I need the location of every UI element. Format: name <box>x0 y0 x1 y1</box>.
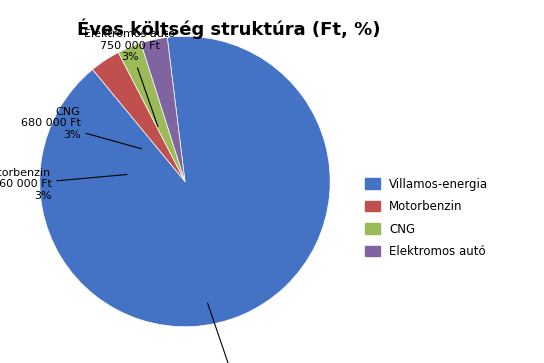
Wedge shape <box>119 43 185 182</box>
Wedge shape <box>92 53 185 181</box>
Wedge shape <box>141 37 185 182</box>
Text: CNG
680 000 Ft
3%: CNG 680 000 Ft 3% <box>21 107 141 149</box>
Wedge shape <box>40 36 330 327</box>
Text: Elektromos autó
750 000 Ft
3%: Elektromos autó 750 000 Ft 3% <box>84 29 175 127</box>
Text: Motorbenzin
860 000 Ft
3%: Motorbenzin 860 000 Ft 3% <box>0 168 127 201</box>
Text: Éves költség struktúra (Ft, %): Éves költség struktúra (Ft, %) <box>77 18 380 38</box>
Legend: Villamos-energia, Motorbenzin, CNG, Elektromos autó: Villamos-energia, Motorbenzin, CNG, Elek… <box>360 172 494 264</box>
Text: Villamos-energia
23 075 988 Ft
91%: Villamos-energia 23 075 988 Ft 91% <box>194 303 287 363</box>
